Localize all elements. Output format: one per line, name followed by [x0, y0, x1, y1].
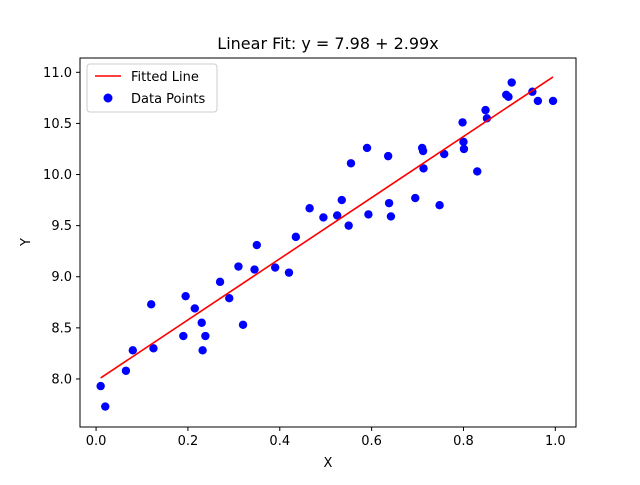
data-point: [201, 331, 210, 341]
data-point: [504, 92, 513, 102]
data-point: [364, 210, 373, 219]
y-tick-label: 9.0: [51, 270, 72, 285]
data-point: [252, 240, 262, 250]
data-point: [459, 144, 469, 154]
x-tick-label: 0.2: [178, 434, 199, 449]
y-tick-label: 8.5: [51, 321, 72, 336]
data-point: [238, 320, 248, 329]
legend-data-points-swatch: [103, 93, 113, 103]
data-point: [225, 294, 234, 303]
data-point: [337, 195, 346, 205]
y-axis-ticks: 8.0 8.5 9.0 9.5 10.0 10.5 11.0: [43, 66, 80, 387]
data-point: [419, 164, 428, 173]
data-point: [96, 381, 105, 391]
data-point: [439, 149, 449, 159]
x-tick-label: 0.4: [269, 434, 290, 449]
data-point: [121, 366, 131, 375]
legend-data-points-label: Data Points: [131, 92, 205, 107]
legend: Fitted Line Data Points: [86, 63, 218, 113]
y-axis-label: Y: [19, 238, 34, 247]
data-point: [386, 212, 396, 221]
data-point: [190, 304, 200, 313]
data-point: [548, 96, 558, 106]
data-point: [179, 331, 188, 341]
y-tick-label: 9.5: [51, 219, 72, 234]
data-point: [149, 344, 158, 353]
chart-title: Linear Fit: y = 7.98 + 2.99x: [217, 34, 438, 53]
data-point: [198, 346, 207, 355]
data-point: [319, 213, 328, 222]
data-point: [344, 221, 353, 230]
data-point: [384, 198, 394, 208]
x-tick-label: 0.6: [361, 434, 382, 449]
data-point: [146, 300, 156, 309]
x-axis-label: X: [324, 456, 333, 471]
data-point: [459, 137, 468, 147]
data-point: [507, 78, 516, 87]
fitted-line: [100, 76, 554, 379]
data-point: [332, 211, 342, 220]
data-point: [418, 146, 428, 156]
y-tick-label: 10.5: [43, 117, 72, 132]
data-point: [284, 268, 294, 277]
data-point: [481, 105, 490, 115]
x-tick-label: 1.0: [545, 434, 566, 449]
data-point: [250, 265, 259, 274]
y-tick-label: 8.0: [51, 372, 72, 387]
legend-fitted-line-label: Fitted Line: [131, 70, 199, 85]
data-point: [234, 262, 243, 271]
data-point: [291, 232, 301, 242]
axes-frame: [79, 57, 577, 428]
data-point: [383, 151, 393, 161]
data-point: [346, 159, 356, 168]
data-point: [362, 143, 372, 153]
data-point: [215, 277, 225, 287]
data-point: [458, 118, 467, 127]
y-tick-label: 10.0: [43, 168, 72, 183]
data-point: [128, 346, 138, 355]
x-tick-label: 0.0: [86, 434, 107, 449]
data-point: [197, 318, 206, 327]
x-axis-ticks: 0.0 0.2 0.4 0.6 0.8 1.0: [86, 427, 566, 449]
data-point: [270, 263, 280, 272]
x-tick-label: 0.8: [453, 434, 474, 449]
data-point: [473, 167, 482, 176]
data-point: [435, 200, 444, 210]
data-point: [533, 96, 543, 106]
plot-area: [96, 76, 558, 411]
data-point: [305, 204, 314, 213]
data-point: [101, 402, 110, 411]
y-tick-label: 11.0: [43, 66, 72, 81]
data-point: [411, 193, 420, 203]
data-point: [181, 291, 190, 301]
